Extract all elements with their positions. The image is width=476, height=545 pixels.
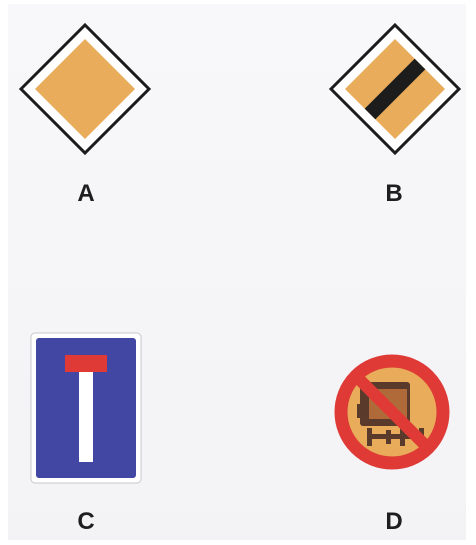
priority-road-icon xyxy=(18,22,152,156)
end-of-priority-road-icon xyxy=(328,22,462,156)
no-trucks-with-trailer-icon xyxy=(334,354,450,470)
sign-label-a: A xyxy=(77,180,95,207)
sign-label-d: D xyxy=(385,508,403,535)
dead-end-road-icon xyxy=(30,332,142,484)
sign-label-c: C xyxy=(77,508,95,535)
sign-label-b: B xyxy=(385,180,403,207)
